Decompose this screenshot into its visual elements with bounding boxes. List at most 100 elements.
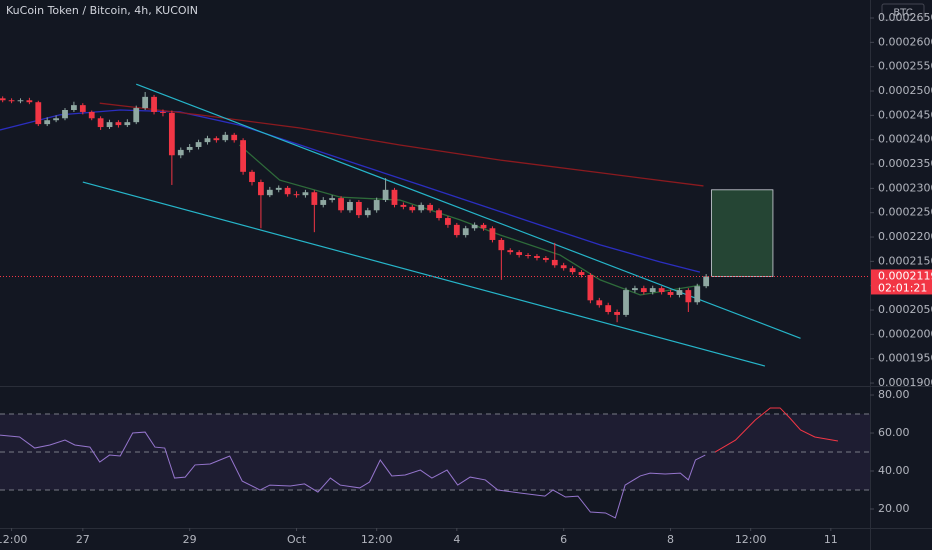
x-tick-label: 12:00 <box>361 533 393 546</box>
candle-body <box>471 224 478 229</box>
x-tick-label: 6 <box>560 533 567 546</box>
candle-body <box>391 189 398 205</box>
candle-body <box>8 100 15 102</box>
candle-body <box>364 210 371 216</box>
rsi-line <box>0 431 706 519</box>
y-tick-label: 0.0002350 <box>878 157 932 170</box>
candle-body <box>703 276 710 287</box>
candle-body <box>551 259 558 266</box>
candle-body <box>587 275 594 301</box>
candle-body <box>462 228 469 236</box>
candle-body <box>142 96 149 109</box>
candle-body <box>632 288 638 291</box>
candle-body <box>302 192 309 196</box>
last-price-countdown: 02:01:21 <box>878 281 927 294</box>
header-bg <box>0 0 300 20</box>
candle-body <box>658 288 665 293</box>
candle-body <box>614 311 620 315</box>
x-tick-label: 11 <box>824 533 838 546</box>
y-tick-label: 0.0002000 <box>878 327 932 340</box>
candle-body <box>115 122 122 126</box>
candle-body <box>62 110 68 119</box>
moving-average <box>239 144 701 296</box>
y-tick-label: 0.0002650 <box>878 11 932 24</box>
candle-body <box>35 102 42 125</box>
x-tick-label: 29 <box>183 533 197 546</box>
candle-body <box>427 204 433 211</box>
candle-body <box>373 200 380 211</box>
candle-body <box>106 122 113 128</box>
candle-body <box>17 100 24 102</box>
y-tick-label: 0.0002200 <box>878 230 932 243</box>
candle-body <box>160 111 166 113</box>
candle-body <box>266 189 273 196</box>
plot-area <box>0 83 870 519</box>
rsi-projection <box>714 407 839 453</box>
candle-body <box>275 187 282 190</box>
rsi-tick-label: 40.00 <box>878 464 910 477</box>
candle-body <box>53 118 59 121</box>
candle-body <box>204 138 211 143</box>
candle-body <box>542 257 549 260</box>
candle-body <box>436 210 442 219</box>
candle-body <box>258 182 264 196</box>
candle-body <box>240 140 246 172</box>
candle-body <box>685 290 692 303</box>
candle-body <box>71 105 77 110</box>
candle-body <box>569 268 576 273</box>
moving-average <box>99 102 704 187</box>
y-tick-label: 0.0001900 <box>878 376 932 389</box>
candle-body <box>231 134 238 141</box>
candle-body <box>186 146 193 150</box>
candle-body <box>694 286 701 303</box>
x-tick-label: Oct <box>287 533 307 546</box>
candle-body <box>623 290 629 315</box>
last-price-label: 0.0002119 <box>878 269 932 282</box>
currency-box[interactable] <box>881 3 925 21</box>
chart-title[interactable]: KuCoin Token / Bitcoin, 4h, KUCOIN <box>6 4 198 17</box>
y-tick-label: 0.0002550 <box>878 60 932 73</box>
candle-body <box>249 171 255 183</box>
candle-body <box>480 224 487 229</box>
y-tick-label: 0.0002500 <box>878 84 932 97</box>
y-tick-label: 0.0002250 <box>878 206 932 219</box>
rsi-tick-label: 60.00 <box>878 426 910 439</box>
candle-body <box>0 98 6 101</box>
candle-body <box>79 105 86 112</box>
candle-body <box>347 201 353 211</box>
currency-label: BTC <box>893 8 912 19</box>
candle-body <box>133 108 140 123</box>
y-tick-label: 0.0001950 <box>878 352 932 365</box>
candle-body <box>222 134 229 141</box>
candle-body <box>195 142 202 147</box>
candle-body <box>26 100 33 103</box>
candle-body <box>605 305 612 312</box>
candle-body <box>489 228 496 240</box>
candle-body <box>355 201 362 216</box>
candle-body <box>329 198 336 201</box>
candle-body <box>525 255 531 257</box>
x-tick-label: 12:00 <box>0 533 27 546</box>
x-tick-label: 4 <box>453 533 460 546</box>
rsi-tick-label: 80.00 <box>878 388 910 401</box>
x-tick-label: 12:00 <box>735 533 767 546</box>
price-pane <box>0 83 870 367</box>
y-tick-label: 0.0002300 <box>878 181 932 194</box>
candle-body <box>213 138 220 141</box>
candle-body <box>293 194 300 196</box>
candle-body <box>640 288 647 293</box>
candle-body <box>578 272 585 275</box>
y-tick-label: 0.0002400 <box>878 133 932 146</box>
candle-body <box>498 239 505 251</box>
x-tick-label: 27 <box>76 533 90 546</box>
candle-body <box>560 265 567 269</box>
y-tick-label: 0.0002050 <box>878 303 932 316</box>
candle-body <box>168 112 175 156</box>
candle-body <box>534 256 540 258</box>
candle-body <box>445 218 451 225</box>
moving-average <box>0 109 701 273</box>
rsi-tick-label: 20.00 <box>878 502 910 515</box>
y-tick-label: 0.0002150 <box>878 254 932 267</box>
candle-body <box>418 204 425 211</box>
